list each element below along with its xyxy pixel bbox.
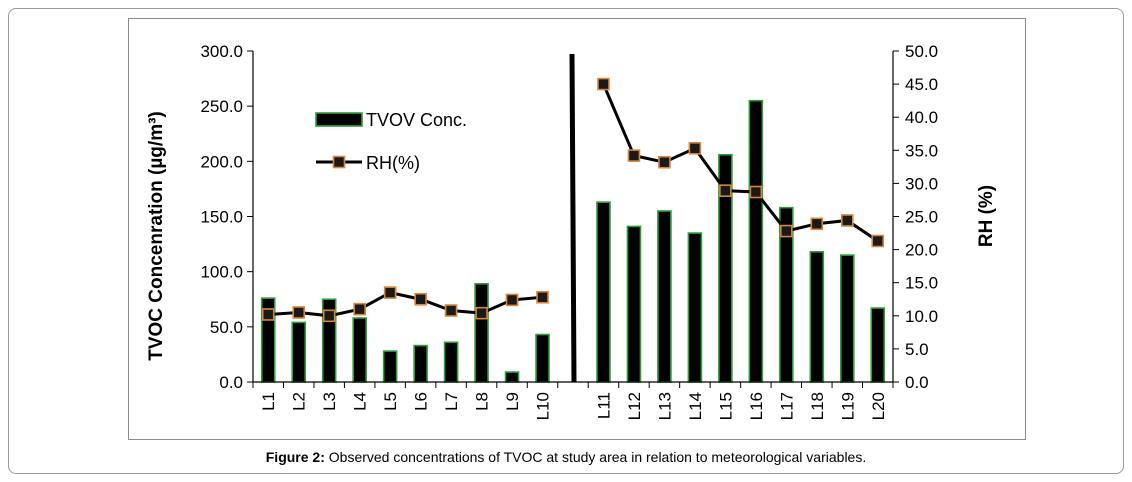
bar (870, 307, 886, 383)
bar (504, 371, 520, 383)
rh-marker (749, 185, 763, 199)
x-tick-label: L16 (747, 392, 766, 420)
rh-line-series (261, 77, 885, 323)
x-tick-label: L5 (381, 392, 400, 411)
y-tick-label: 200.0 (200, 152, 243, 171)
rh-marker (475, 306, 488, 320)
figure-frame (8, 8, 1124, 474)
bar (687, 232, 703, 383)
bar (352, 317, 367, 383)
bar (596, 201, 611, 383)
rh-marker (780, 224, 793, 238)
x-tick-label: L2 (290, 392, 309, 411)
y-axis-title: TVOC Concenration (µg/m³) (146, 111, 167, 361)
y-tick-label: 0.0 (219, 373, 243, 392)
bar (748, 99, 764, 383)
y2-tick-label: 15.0 (905, 274, 938, 293)
y-tick-label: 250.0 (200, 97, 243, 116)
x-tick-label: L10 (534, 392, 553, 420)
y2-tick-label: 45.0 (905, 75, 938, 94)
rh-marker (719, 184, 732, 197)
bar (809, 251, 825, 383)
y-axis-right: 0.0 5.0 10.0 15.0 20.0 25.0 30.0 35.0 40.0 45.0 50… (892, 42, 938, 392)
chart-area (128, 18, 1026, 440)
legend-marker-swatch (332, 155, 346, 169)
y2-tick-label: 35.0 (905, 141, 938, 160)
legend: TVOV Conc. RH(%) (315, 110, 467, 173)
y2-tick-label: 40.0 (905, 108, 938, 127)
bar (382, 350, 398, 383)
rh-marker (505, 293, 519, 307)
axis-break-mark (569, 53, 577, 383)
figure-caption: Figure 2: Observed concentrations of TVO… (0, 449, 1132, 465)
x-tick-label: L9 (503, 392, 522, 411)
y-tick-label: 300.0 (200, 42, 243, 61)
rh-marker (292, 306, 306, 319)
y2-tick-label: 50.0 (905, 42, 938, 61)
bar (291, 321, 307, 383)
y-axis-left: 0.0 50.0 100.0 150.0 200.0 250.0 300.0 (200, 42, 254, 392)
y2-tick-label: 0.0 (905, 373, 929, 392)
x-tick-label: L15 (716, 392, 735, 420)
legend-line-label: RH(%) (366, 153, 420, 173)
rh-marker (353, 302, 366, 316)
rh-marker (383, 286, 397, 299)
rh-marker (536, 290, 549, 304)
x-tick-label: L20 (869, 392, 888, 420)
rh-marker (871, 234, 885, 248)
x-tick-label: L17 (777, 392, 796, 420)
y-tick-label: 100.0 (200, 263, 243, 282)
rh-marker (840, 214, 854, 227)
y2-tick-label: 25.0 (905, 208, 938, 227)
bar (443, 341, 459, 383)
y-tick-label: 150.0 (200, 208, 243, 227)
y2-tick-label: 10.0 (905, 307, 938, 326)
x-tick-label: L19 (838, 392, 857, 420)
rh-line-segment (602, 83, 879, 243)
y2-tick-label: 30.0 (905, 174, 938, 193)
bar (657, 210, 672, 383)
x-tick-label: L8 (473, 392, 492, 411)
rh-marker (627, 149, 641, 162)
rh-marker (658, 155, 671, 169)
y2-tick-label: 5.0 (905, 340, 929, 359)
bar (535, 333, 550, 383)
rh-marker (597, 77, 610, 91)
legend-bar-swatch (315, 112, 363, 127)
y-tick-label: 50.0 (210, 318, 243, 337)
rh-marker (322, 309, 336, 323)
y2-axis-title: RH (%) (976, 185, 997, 247)
x-tick-label: L11 (594, 392, 613, 419)
bar (474, 283, 489, 383)
rh-marker (261, 308, 275, 321)
rh-marker (414, 292, 427, 306)
x-tick-label: L1 (259, 392, 278, 411)
x-tick-label: L6 (412, 392, 431, 411)
x-axis: L1 L2 L3 L4 L5 L6 L7 L8 L9 L10 L11 L12 L13 L14 L15 L16 L… (252, 381, 894, 420)
bar (413, 344, 428, 383)
bar (626, 225, 642, 383)
bar (839, 254, 855, 383)
x-tick-label: L7 (442, 392, 461, 411)
x-tick-label: L12 (625, 392, 644, 420)
rh-marker (810, 217, 824, 231)
caption-text: Observed concentrations of TVOC at study… (328, 449, 867, 465)
rh-marker (688, 142, 702, 155)
x-tick-label: L4 (351, 392, 370, 411)
y2-tick-label: 20.0 (905, 241, 938, 260)
x-tick-label: L3 (320, 392, 339, 411)
legend-bar-label: TVOV Conc. (366, 110, 467, 130)
rh-marker (444, 304, 458, 317)
x-tick-label: L14 (686, 392, 705, 420)
rh-line-segment (268, 291, 543, 318)
caption-label: Figure 2: (265, 449, 325, 465)
x-tick-label: L13 (655, 392, 674, 420)
x-tick-label: L18 (808, 392, 827, 420)
